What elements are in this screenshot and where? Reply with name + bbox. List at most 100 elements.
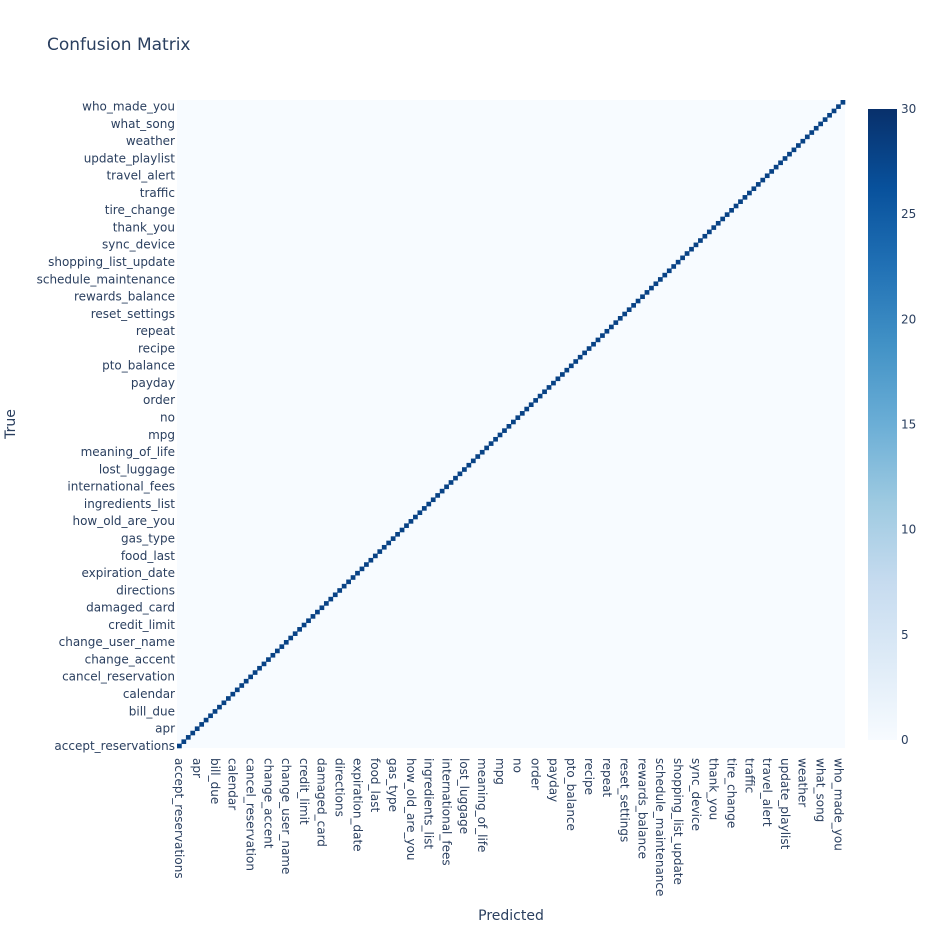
heatmap-cell — [559, 372, 565, 377]
y-tick-label: how_old_are_you — [72, 514, 175, 528]
heatmap-cell — [475, 454, 481, 459]
heatmap-cell — [608, 324, 614, 330]
heatmap-cell — [444, 484, 449, 490]
heatmap-cell — [266, 657, 271, 662]
y-tick-label: international_fees — [67, 480, 175, 494]
y-tick-label: who_made_you — [82, 99, 175, 113]
heatmap-cell — [417, 510, 423, 516]
y-tick-label: what_song — [111, 117, 175, 131]
x-tick-label: expiration_date — [350, 758, 364, 852]
heatmap-cell — [390, 536, 396, 541]
heatmap-cell — [279, 644, 285, 649]
heatmap-cell — [212, 709, 218, 714]
heatmap-cell — [519, 411, 525, 416]
heatmap-cell — [702, 233, 708, 239]
heatmap-cell — [551, 380, 556, 386]
heatmap-cell — [502, 428, 507, 433]
heatmap-cell — [804, 134, 810, 140]
heatmap-cell — [506, 424, 512, 429]
heatmap-cell — [822, 117, 828, 122]
x-tick-label: pto_balance — [564, 758, 578, 831]
heatmap-cell — [573, 359, 579, 364]
heatmap-cell — [239, 683, 245, 688]
heatmap-cell — [568, 363, 574, 369]
heatmap-cell — [283, 640, 289, 645]
heatmap-cell — [194, 726, 200, 732]
heatmap-cell — [715, 220, 721, 226]
heatmap-cell — [203, 717, 209, 723]
heatmap-cell — [671, 264, 677, 269]
heatmap-cell — [586, 346, 592, 351]
x-tick-label: recipe — [582, 758, 596, 795]
heatmap-cell — [537, 393, 543, 399]
heatmap-cell — [413, 514, 418, 520]
y-tick-label: update_playlist — [84, 151, 176, 165]
colorbar-tick-label: 10 — [901, 523, 916, 537]
y-tick-label: damaged_card — [86, 601, 175, 615]
heatmap-cell — [217, 704, 222, 710]
heatmap-cell — [657, 277, 663, 282]
heatmap-cell — [332, 592, 338, 598]
heatmap-cell — [528, 402, 534, 408]
heatmap-cell — [711, 225, 717, 230]
x-tick-label: thank_you — [707, 758, 721, 820]
heatmap-cell — [488, 441, 494, 446]
x-tick-label: gas_type — [386, 758, 400, 812]
heatmap-cell — [760, 177, 766, 183]
heatmap-cell — [733, 203, 739, 209]
heatmap-cell — [600, 333, 605, 338]
heatmap-cell — [649, 285, 654, 291]
heatmap-cell — [404, 523, 409, 528]
heatmap-cell — [225, 696, 231, 701]
heatmap-cell — [181, 739, 187, 744]
x-tick-label: bill_due — [208, 758, 222, 804]
x-tick-label: directions — [333, 758, 347, 817]
colorbar-tick-label: 5 — [901, 628, 909, 642]
heatmap-cell — [319, 605, 325, 611]
heatmap-cell — [742, 195, 748, 200]
colorbar-gradient — [868, 109, 897, 740]
heatmap-cell — [421, 506, 427, 511]
y-tick-label: order — [143, 393, 175, 407]
x-tick-label: accept_reservations — [172, 758, 186, 879]
y-tick-label: bill_due — [129, 704, 175, 718]
heatmap-cell — [261, 661, 267, 667]
heatmap-cell — [470, 458, 476, 464]
heatmap-cell — [257, 665, 262, 671]
heatmap-cell — [448, 480, 454, 485]
y-tick-label: ingredients_list — [84, 497, 175, 511]
heatmap-cell — [328, 596, 334, 602]
heatmap-cell — [297, 627, 302, 632]
x-tick-label: ingredients_list — [422, 758, 436, 849]
y-tick-label: change_user_name — [59, 635, 175, 649]
heatmap-cell — [524, 406, 530, 412]
y-tick-label: sync_device — [102, 238, 175, 252]
heatmap-cell — [684, 251, 690, 256]
x-tick-label: change_user_name — [279, 758, 293, 874]
x-tick-label: weather — [796, 758, 810, 807]
colorbar-tick-label: 20 — [901, 312, 916, 326]
heatmap-cell — [306, 618, 311, 624]
colorbar: 0 5 10 15 20 25 30 — [868, 102, 916, 747]
x-tick-label: sync_device — [689, 758, 703, 831]
heatmap-cell — [511, 419, 516, 425]
heatmap-cell — [729, 208, 734, 213]
x-tick-label: what_song — [814, 758, 828, 822]
y-tick-label: cancel_reservation — [62, 670, 175, 684]
x-tick-label: mpg — [493, 758, 507, 785]
y-tick-label: traffic — [140, 186, 175, 200]
heatmap-cell — [301, 622, 307, 628]
heatmap-cell — [706, 229, 712, 235]
heatmap-cell — [720, 216, 726, 222]
heatmap-cell — [809, 130, 815, 135]
heatmap-cell — [791, 147, 797, 153]
heatmap-plot-area — [177, 100, 846, 749]
heatmap-cell — [640, 294, 645, 300]
y-tick-label: meaning_of_life — [81, 445, 175, 459]
heatmap-cell — [288, 635, 294, 641]
heatmap-cell — [747, 190, 752, 196]
x-axis-tick-labels: accept_reservations apr bill_due calendar ca… — [172, 758, 845, 896]
x-tick-label: payday — [546, 758, 560, 802]
y-tick-label: reset_settings — [91, 307, 175, 321]
